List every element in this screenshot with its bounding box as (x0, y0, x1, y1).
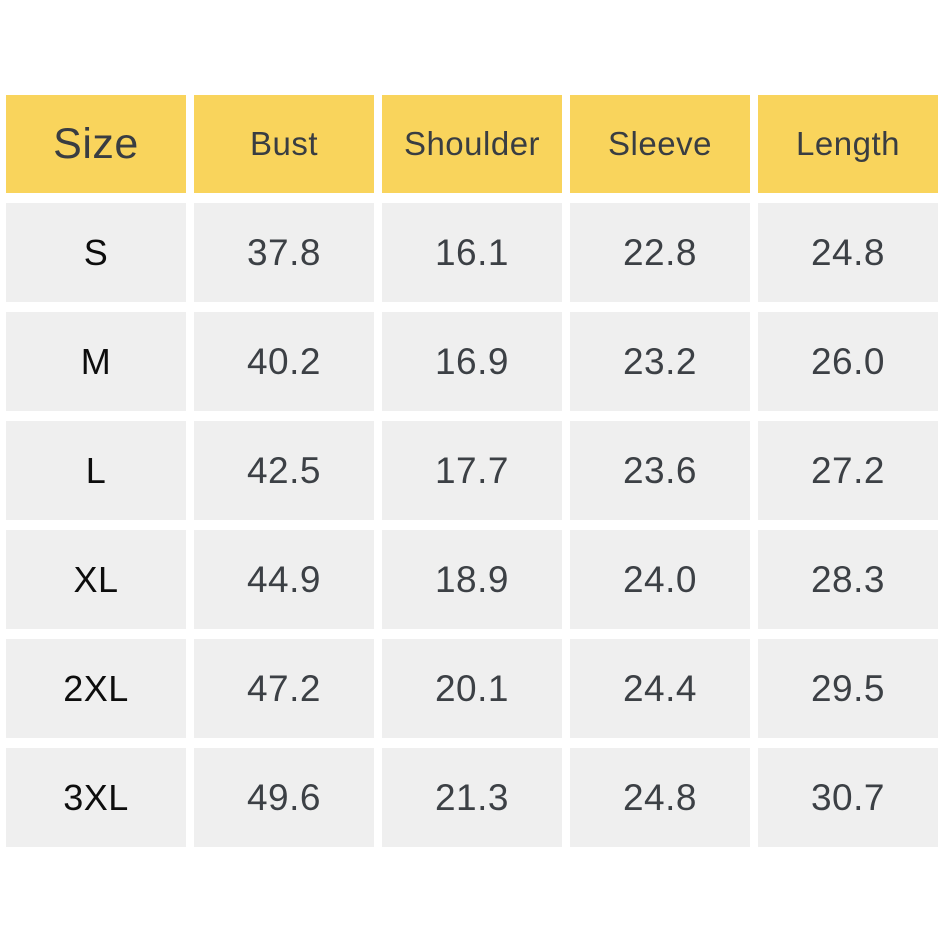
value-cell-m-length: 26.0 (758, 312, 938, 411)
value-cell-xl-shoulder: 18.9 (382, 530, 562, 629)
value-cell-s-sleeve: 22.8 (570, 203, 750, 302)
value-cell-xl-sleeve: 24.0 (570, 530, 750, 629)
value-cell-s-bust: 37.8 (194, 203, 374, 302)
value-cell-l-bust: 42.5 (194, 421, 374, 520)
header-cell-sleeve: Sleeve (570, 95, 750, 193)
value-cell-l-sleeve: 23.6 (570, 421, 750, 520)
size-cell-3xl: 3XL (6, 748, 186, 847)
value-cell-2xl-sleeve: 24.4 (570, 639, 750, 738)
value-cell-2xl-shoulder: 20.1 (382, 639, 562, 738)
size-cell-s: S (6, 203, 186, 302)
header-cell-length: Length (758, 95, 938, 193)
value-cell-2xl-bust: 47.2 (194, 639, 374, 738)
value-cell-s-length: 24.8 (758, 203, 938, 302)
size-cell-m: M (6, 312, 186, 411)
value-cell-m-sleeve: 23.2 (570, 312, 750, 411)
value-cell-3xl-bust: 49.6 (194, 748, 374, 847)
value-cell-3xl-sleeve: 24.8 (570, 748, 750, 847)
value-cell-m-shoulder: 16.9 (382, 312, 562, 411)
size-cell-2xl: 2XL (6, 639, 186, 738)
size-cell-xl: XL (6, 530, 186, 629)
value-cell-l-length: 27.2 (758, 421, 938, 520)
size-chart-table: Size Bust Shoulder Sleeve Length S 37.8 16.1 22.… (6, 95, 938, 847)
header-cell-bust: Bust (194, 95, 374, 193)
header-cell-shoulder: Shoulder (382, 95, 562, 193)
value-cell-xl-bust: 44.9 (194, 530, 374, 629)
header-cell-size: Size (6, 95, 186, 193)
size-cell-l: L (6, 421, 186, 520)
value-cell-m-bust: 40.2 (194, 312, 374, 411)
value-cell-3xl-length: 30.7 (758, 748, 938, 847)
value-cell-xl-length: 28.3 (758, 530, 938, 629)
value-cell-2xl-length: 29.5 (758, 639, 938, 738)
value-cell-s-shoulder: 16.1 (382, 203, 562, 302)
value-cell-l-shoulder: 17.7 (382, 421, 562, 520)
value-cell-3xl-shoulder: 21.3 (382, 748, 562, 847)
